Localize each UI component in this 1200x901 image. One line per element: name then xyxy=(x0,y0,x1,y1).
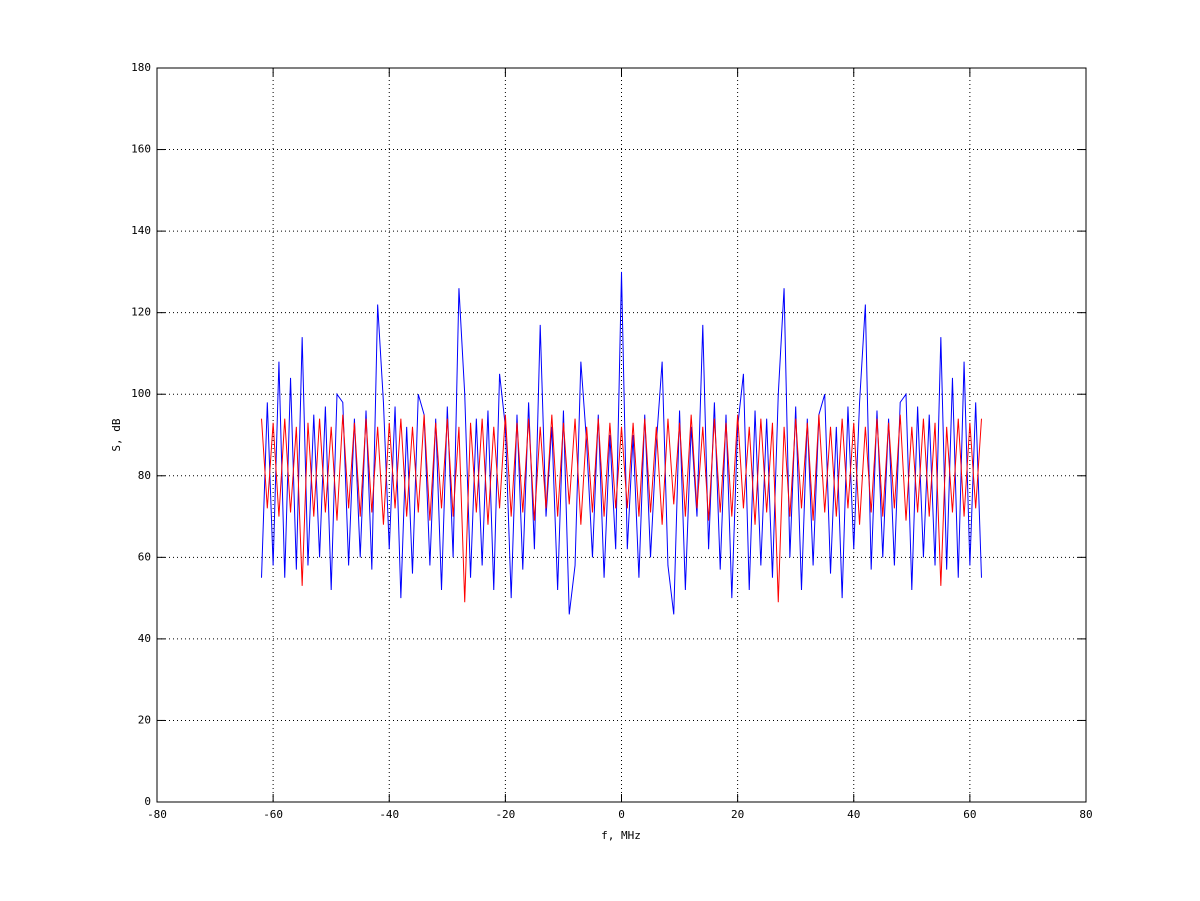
x-tick-label: 80 xyxy=(1079,808,1092,821)
y-tick-label: 60 xyxy=(138,550,151,563)
x-tick-label: -40 xyxy=(379,808,399,821)
y-tick-label: 40 xyxy=(138,632,151,645)
y-tick-label: 80 xyxy=(138,469,151,482)
x-axis-label: f, MHz xyxy=(601,829,641,842)
x-tick-label: 20 xyxy=(731,808,744,821)
y-tick-label: 120 xyxy=(131,306,151,319)
x-tick-label: -60 xyxy=(263,808,283,821)
x-tick-label: 60 xyxy=(963,808,976,821)
y-tick-label: 180 xyxy=(131,61,151,74)
y-tick-label: 100 xyxy=(131,387,151,400)
data-line xyxy=(261,271,982,615)
data-line xyxy=(261,414,982,603)
x-tick-label: 0 xyxy=(618,808,625,821)
y-tick-label: 0 xyxy=(144,795,151,808)
plot-frame xyxy=(156,67,1087,803)
x-tick-label: -80 xyxy=(147,808,167,821)
y-tick-label: 140 xyxy=(131,224,151,237)
x-tick-label: -20 xyxy=(495,808,515,821)
x-tick-label: 40 xyxy=(847,808,860,821)
y-tick-label: 20 xyxy=(138,713,151,726)
y-axis-label: S, dB xyxy=(110,418,123,451)
y-tick-label: 160 xyxy=(131,143,151,156)
